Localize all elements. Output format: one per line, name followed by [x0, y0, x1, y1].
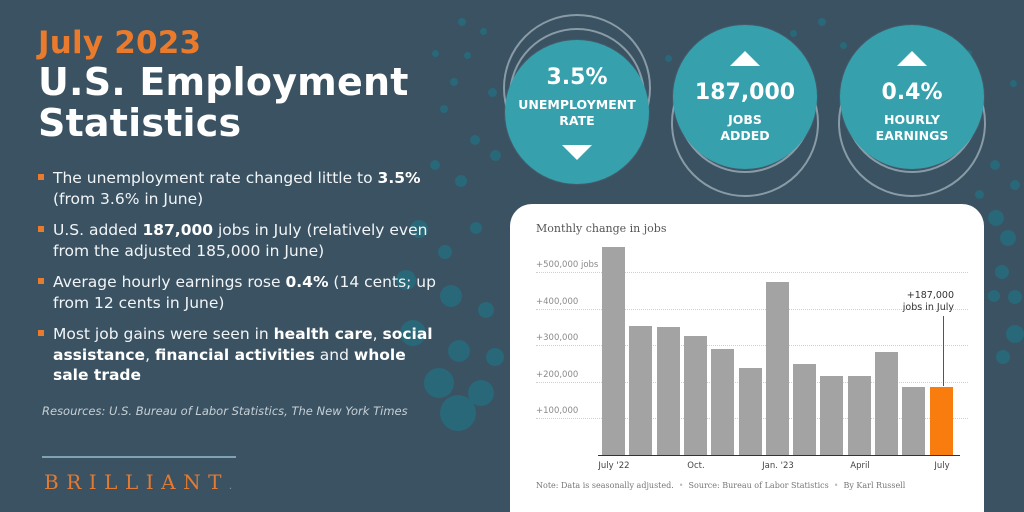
x-tick-label: July — [934, 461, 950, 471]
chart-footnote: Note: Data is seasonally adjusted. • Sourc… — [536, 481, 906, 490]
bar-oct-2022 — [683, 336, 707, 455]
intro-panel: July 2023 U.S. Employment Statistics The… — [38, 26, 438, 418]
gridline — [536, 272, 968, 273]
bar-aug-2022 — [629, 326, 653, 455]
stat-jobs-added: 187,000 JOBS ADDED — [671, 25, 819, 197]
bar-may-2023 — [875, 352, 898, 455]
page-title: U.S. Employment Statistics — [38, 60, 409, 145]
chart-title: Monthly change in jobs — [536, 222, 667, 235]
bar-apr-2023 — [847, 375, 871, 455]
bar-jan-2023 — [765, 282, 789, 455]
resources-credit: Resources: U.S. Bureau of Labor Statisti… — [42, 403, 408, 418]
stat-hourly-earnings: 0.4% HOURLY EARNINGS — [838, 25, 986, 197]
triangle-up-icon — [730, 50, 760, 66]
x-tick-label: Jan. '23 — [762, 461, 794, 471]
key-point-earnings: Average hourly earnings rose 0.4% (14 ce… — [38, 272, 438, 313]
bar-mar-2023 — [820, 375, 844, 455]
y-tick-label: +400,000 — [536, 297, 579, 307]
y-tick-label: +500,000 jobs — [536, 260, 599, 270]
y-tick-label: +300,000 — [536, 333, 579, 343]
bar-plot — [602, 204, 968, 455]
bar-nov-2022 — [711, 348, 735, 455]
key-point-unemployment: The unemployment rate changed little to … — [38, 168, 438, 209]
x-tick-label: July '22 — [598, 461, 630, 471]
triangle-down-icon — [562, 144, 592, 160]
jobs-chart-card: Monthly change in jobs +500,000 jobs +40… — [510, 204, 984, 512]
bar-jul-2022 — [602, 247, 625, 455]
y-tick-label: +200,000 — [536, 370, 579, 380]
bar-jun-2023 — [902, 387, 926, 455]
stat-unemployment: 3.5% UNEMPLOYMENT RATE — [503, 14, 651, 184]
triangle-up-icon — [897, 50, 927, 66]
date-kicker: July 2023 — [38, 25, 202, 61]
x-tick-label: Oct. — [687, 461, 705, 471]
key-point-jobs: U.S. added 187,000 jobs in July (relativ… — [38, 220, 438, 261]
key-points-list: The unemployment rate changed little to … — [38, 168, 438, 386]
bar-dec-2022 — [738, 367, 762, 455]
annotation-leader-line — [943, 316, 944, 386]
x-tick-label: April — [850, 461, 870, 471]
key-point-sectors: Most job gains were seen in health care,… — [38, 324, 438, 386]
bar-jul-2023 — [929, 386, 953, 455]
chart-annotation: +187,000 jobs in July — [902, 290, 954, 313]
bar-sep-2022 — [656, 326, 680, 455]
gridline — [536, 345, 968, 346]
gridline — [536, 309, 968, 310]
brand-divider — [42, 456, 236, 458]
y-tick-label: +100,000 — [536, 406, 579, 416]
bar-feb-2023 — [793, 364, 817, 455]
x-axis-line — [598, 455, 960, 456]
brand-logo: BRILLIANT. — [44, 470, 233, 494]
